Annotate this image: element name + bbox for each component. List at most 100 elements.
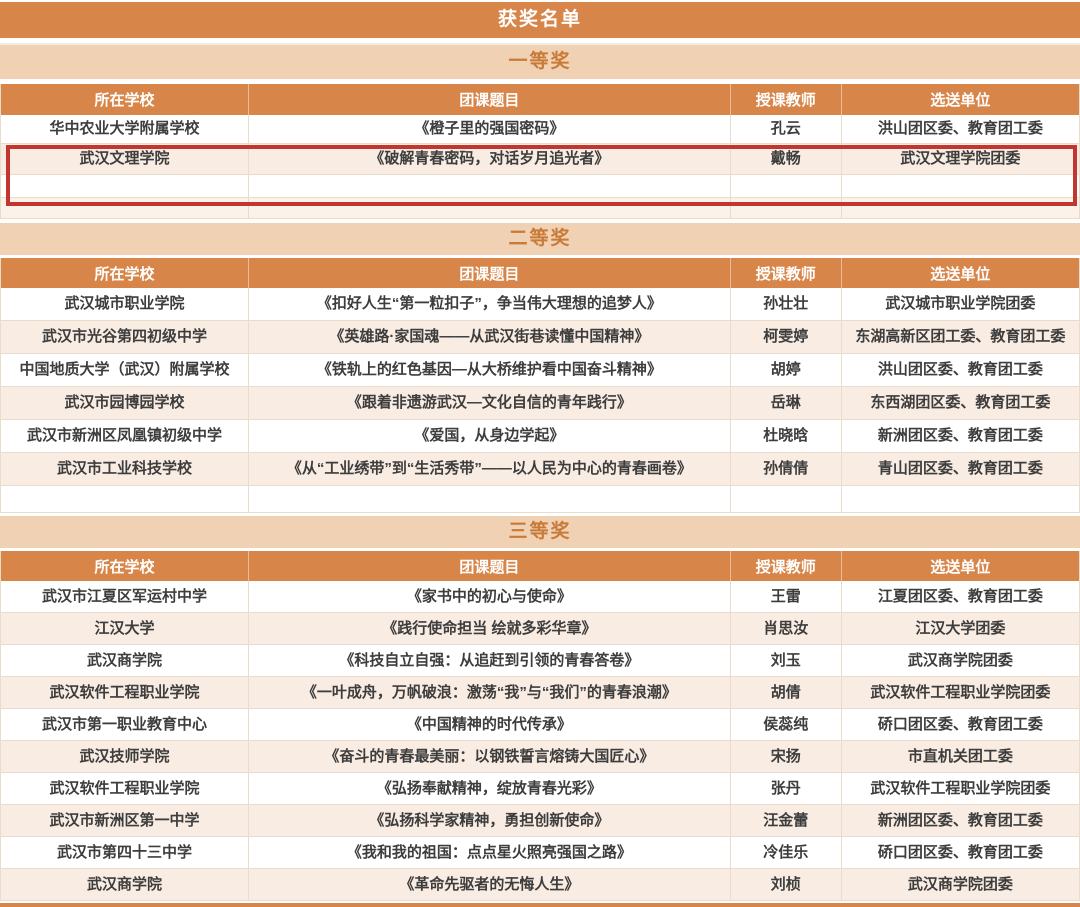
cell-school: [1, 175, 249, 197]
header-cell-school: 所在学校: [1, 551, 249, 581]
header-cell-school: 所在学校: [1, 258, 249, 288]
table-row: 武汉市光谷第四初级中学 《英雄路·家国魂——从武汉街巷读懂中国精神》 柯雯婷 东湖高新…: [1, 321, 1079, 354]
cell-school: 武汉市新洲区凤凰镇初级中学: [1, 420, 249, 452]
cell-teacher: 肖思汝: [731, 613, 842, 644]
cell-teacher: 孔云: [731, 115, 842, 143]
divider: [0, 79, 1080, 84]
cell-school: 武汉市光谷第四初级中学: [1, 321, 249, 353]
header-cell-unit: 选送单位: [930, 265, 991, 283]
table-row: 武汉市新洲区第一中学 《弘扬科学家精神，勇担创新使命》 汪金蕾 新洲团区委、教育团工委: [1, 805, 1079, 837]
cell-topic: 《爱国，从身边学起》: [249, 420, 731, 452]
cell-topic: 《中国精神的时代传承》: [249, 709, 731, 740]
cell-unit: 东湖高新区团工委、教育团工委: [855, 328, 1066, 346]
prize-section: 二等奖 所在学校 团课题目 授课教师 选送单位 武汉城市职业学院 《扣好人生“第一粒扣子…: [0, 223, 1080, 513]
cell-teacher: 刘桢: [731, 869, 842, 900]
header-cell-unit: 选送单位: [930, 92, 991, 109]
cell-teacher: 宋扬: [731, 741, 842, 772]
cell-topic: 《我和我的祖国：点点星火照亮强国之路》: [249, 837, 731, 868]
cell-topic: 《跟着非遗游武汉—文化自信的青年践行》: [249, 387, 731, 419]
cell-teacher: 汪金蕾: [731, 805, 842, 836]
cell-topic: [249, 175, 731, 197]
cell-unit: 洪山团区委、教育团工委: [877, 361, 1043, 379]
header-cell-topic: 团课题目: [249, 551, 731, 581]
cell-topic: 《英雄路·家国魂——从武汉街巷读懂中国精神》: [249, 321, 731, 353]
cell-school: [1, 486, 249, 512]
prize-section: 三等奖 所在学校 团课题目 授课教师 选送单位 武汉市江夏区军运村中学 《家书中的初心与…: [0, 516, 1080, 901]
cell-teacher: 张丹: [731, 773, 842, 804]
table-row: 华中农业大学附属学校 《橙子里的强国密码》 孔云 洪山团区委、教育团工委: [1, 115, 1079, 144]
cell-topic: 《弘扬科学家精神，勇担创新使命》: [249, 805, 731, 836]
cell-teacher: 孙壮壮: [731, 288, 842, 320]
header-cell-topic: 团课题目: [249, 84, 731, 115]
divider: [0, 38, 1080, 45]
award-table: 所在学校 团课题目 授课教师 选送单位 武汉城市职业学院 《扣好人生“第一粒扣子”，争当…: [0, 258, 1080, 513]
cell-school: 武汉城市职业学院: [1, 288, 249, 320]
sections-container: 一等奖 所在学校 团课题目 授课教师 选送单位 华中农业大学附属学校 《橙子里的强国密码…: [0, 45, 1080, 901]
cell-school: 江汉大学: [1, 613, 249, 644]
header-cell-unit: 选送单位: [930, 558, 991, 576]
table-header-row: 所在学校 团课题目 授课教师 选送单位: [1, 258, 1079, 288]
cell-unit: 武汉软件工程职业学院团委: [870, 683, 1051, 701]
section-title: 二等奖: [0, 223, 1080, 255]
cell-unit: 市直机关团工委: [907, 747, 1013, 765]
table-row: 武汉市新洲区凤凰镇初级中学 《爱国，从身边学起》 杜晓晗 新洲团区委、教育团工委: [1, 420, 1079, 453]
divider: [0, 548, 1080, 551]
table-body: 武汉市江夏区军运村中学 《家书中的初心与使命》 王雷 江夏团区委、教育团工委 江汉大学《…: [1, 581, 1079, 901]
cell-unit: [842, 486, 1079, 512]
cell-unit: 武汉城市职业学院团委: [885, 295, 1036, 313]
cell-school: 武汉商学院: [1, 869, 249, 900]
table-row: 武汉市江夏区军运村中学 《家书中的初心与使命》 王雷 江夏团区委、教育团工委: [1, 581, 1079, 613]
section-title: 一等奖: [0, 45, 1080, 79]
section-title: 三等奖: [0, 516, 1080, 548]
table-row: [1, 486, 1079, 513]
cell-unit: [842, 198, 1079, 218]
cell-school: 武汉技师学院: [1, 741, 249, 772]
cell-unit: 青山团区委、教育团工委: [877, 460, 1043, 478]
table-row: 武汉城市职业学院 《扣好人生“第一粒扣子”，争当伟大理想的追梦人》 孙壮壮 武汉城市职…: [1, 288, 1079, 321]
cell-unit: 武汉文理学院团委: [900, 150, 1021, 168]
cell-school: 武汉市江夏区军运村中学: [1, 581, 249, 612]
cell-school: 武汉市第一职业教育中心: [1, 709, 249, 740]
table-row: 武汉商学院 《革命先驱者的无悔人生》 刘桢 武汉商学院团委: [1, 869, 1079, 901]
prize-section: 一等奖 所在学校 团课题目 授课教师 选送单位 华中农业大学附属学校 《橙子里的强国密码…: [0, 45, 1080, 219]
cell-unit: 东西湖团区委、教育团工委: [870, 394, 1051, 412]
cell-school: 武汉商学院: [1, 645, 249, 676]
cell-teacher: 戴畅: [731, 144, 842, 174]
table-row: 中国地质大学（武汉）附属学校 《铁轨上的红色基因—从大桥维护看中国奋斗精神》 胡婷 洪…: [1, 354, 1079, 387]
table-row: [1, 175, 1079, 198]
cell-school: 武汉市新洲区第一中学: [1, 805, 249, 836]
cell-topic: 《一叶成舟，万帆破浪：激荡“我”与“我们”的青春浪潮》: [249, 677, 731, 708]
cell-teacher: [731, 486, 842, 512]
cell-school: 武汉文理学院: [1, 144, 249, 174]
cell-topic: 《家书中的初心与使命》: [249, 581, 731, 612]
cell-topic: 《橙子里的强国密码》: [249, 115, 731, 143]
cell-school: 武汉市园博园学校: [1, 387, 249, 419]
cell-topic: 《从“工业绣带”到“生活秀带”——以人民为中心的青春画卷》: [249, 453, 731, 485]
table-row: 武汉市工业科技学校 《从“工业绣带”到“生活秀带”——以人民为中心的青春画卷》 孙倩…: [1, 453, 1079, 486]
table-body: 华中农业大学附属学校 《橙子里的强国密码》 孔云 洪山团区委、教育团工委 武汉文理学院《…: [1, 115, 1079, 219]
cell-unit: 武汉软件工程职业学院团委: [870, 779, 1051, 797]
cell-topic: 《革命先驱者的无悔人生》: [249, 869, 731, 900]
cell-unit: 洪山团区委、教育团工委: [877, 120, 1043, 138]
page-title: 获奖名单: [0, 2, 1080, 38]
divider: [0, 255, 1080, 258]
table-row: [1, 198, 1079, 219]
cell-topic: 《科技自立自强：从追赶到引领的青春答卷》: [249, 645, 731, 676]
cell-school: 武汉软件工程职业学院: [1, 677, 249, 708]
cell-teacher: 岳琳: [731, 387, 842, 419]
cell-unit: [842, 175, 1079, 197]
cell-topic: [249, 198, 731, 218]
table-row: 江汉大学 《践行使命担当 绘就多彩华章》 肖思汝 江汉大学团委: [1, 613, 1079, 645]
cell-topic: 《奋斗的青春最美丽：以钢铁誓言熔铸大国匠心》: [249, 741, 731, 772]
table-header-row: 所在学校 团课题目 授课教师 选送单位: [1, 551, 1079, 581]
cell-school: 武汉市工业科技学校: [1, 453, 249, 485]
cell-school: 武汉软件工程职业学院: [1, 773, 249, 804]
cell-unit: 武汉商学院团委: [907, 875, 1013, 893]
cell-unit: 硚口团区委、教育团工委: [877, 843, 1043, 861]
cell-topic: [249, 486, 731, 512]
cell-teacher: 胡婷: [731, 354, 842, 386]
header-cell-school: 所在学校: [1, 84, 249, 115]
header-cell-teacher: 授课教师: [731, 551, 842, 581]
cell-unit: 新洲团区委、教育团工委: [877, 811, 1043, 829]
header-cell-teacher: 授课教师: [731, 84, 842, 115]
